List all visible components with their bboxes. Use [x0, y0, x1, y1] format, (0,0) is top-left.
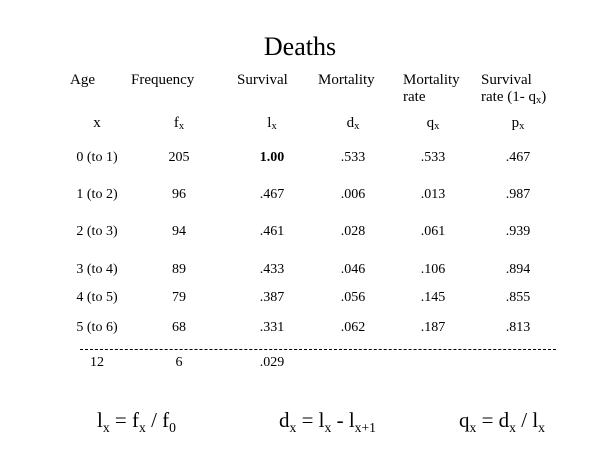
column-header-survival: Survival	[237, 72, 288, 89]
cell-mortality-rate: .106	[420, 262, 446, 277]
cell-mortality: .056	[340, 290, 366, 305]
cell-survival: .331	[259, 320, 285, 335]
column-symbol-mortality-rate: qx	[427, 115, 440, 132]
column-symbol-age: x	[93, 115, 101, 132]
cell-age: 1 (to 2)	[76, 187, 118, 202]
cell-survival-rate: .987	[505, 187, 531, 202]
formula-sub: x+1	[354, 420, 377, 435]
symbol: f	[173, 115, 179, 131]
formula-text: d	[279, 408, 290, 432]
symbol-sub: x	[354, 121, 360, 132]
cell-frequency: 96	[172, 187, 186, 202]
formula-text: = f	[109, 408, 140, 432]
cell-survival-rate: .467	[505, 150, 531, 165]
column-header-mortality: Mortality	[318, 72, 375, 89]
cell-mortality: .006	[340, 187, 366, 202]
cell-survival: .433	[259, 262, 285, 277]
column-header-survival-rate: Survival rate (1- qx)	[481, 72, 546, 106]
column-header-frequency: Frequency	[131, 72, 194, 89]
formula-lx: lx = fx / f0	[97, 408, 176, 435]
total-survival: .029	[259, 355, 285, 370]
cell-age: 5 (to 6)	[76, 320, 118, 335]
formula-sub: x	[509, 420, 516, 435]
dashed-divider	[80, 349, 556, 350]
cell-mortality-rate: .013	[420, 187, 446, 202]
cell-survival-rate: .855	[505, 290, 531, 305]
cell-survival: .467	[259, 187, 285, 202]
header-line1: Mortality	[318, 72, 375, 88]
cell-mortality-rate: .533	[420, 150, 446, 165]
cell-survival: .461	[259, 224, 285, 239]
formula-sub: x	[324, 420, 332, 435]
cell-survival: 1.00	[259, 150, 285, 165]
header-line2-sub: x	[535, 95, 542, 106]
header-line1: Survival	[481, 72, 532, 88]
header-line1: Survival	[237, 72, 288, 88]
formula-sub: 0	[169, 420, 176, 435]
symbol: d	[346, 115, 355, 131]
cell-mortality: .046	[340, 262, 366, 277]
cell-mortality-rate: .145	[420, 290, 446, 305]
formula-qx: qx = dx / lx	[459, 408, 545, 435]
column-symbol-survival-rate: px	[512, 115, 525, 132]
cell-mortality: .533	[340, 150, 366, 165]
column-symbol-mortality: dx	[347, 115, 360, 132]
cell-mortality: .028	[340, 224, 366, 239]
cell-survival-rate: .894	[505, 262, 531, 277]
formula-sub: x	[102, 420, 110, 435]
column-header-age: Age	[70, 72, 95, 89]
header-line1: Age	[70, 72, 95, 88]
cell-age: 4 (to 5)	[76, 290, 118, 305]
formula-text: = d	[476, 408, 510, 432]
symbol: l	[267, 115, 272, 131]
formula-sub: x	[139, 420, 146, 435]
cell-frequency: 205	[168, 150, 190, 165]
formula-sub: x	[289, 420, 297, 435]
cell-frequency: 89	[172, 262, 186, 277]
formula-text: q	[459, 408, 470, 432]
header-line2: rate	[403, 89, 426, 105]
cell-frequency: 94	[172, 224, 186, 239]
total-age: 12	[90, 355, 104, 370]
header-line2-end: )	[541, 89, 547, 105]
symbol: x	[93, 115, 101, 131]
symbol-sub: x	[519, 121, 525, 132]
cell-survival-rate: .939	[505, 224, 531, 239]
symbol-sub: x	[178, 121, 185, 132]
header-line1: Mortality	[403, 72, 460, 88]
symbol: q	[426, 115, 435, 131]
cell-frequency: 79	[172, 290, 186, 305]
cell-mortality-rate: .187	[420, 320, 446, 335]
header-line2: rate (1- q	[481, 89, 536, 105]
formula-dx: dx = lx - lx+1	[279, 408, 377, 435]
symbol: p	[511, 115, 520, 131]
cell-mortality-rate: .061	[420, 224, 446, 239]
column-symbol-frequency: fx	[174, 115, 184, 132]
cell-age: 3 (to 4)	[76, 262, 118, 277]
formula-text: - l	[331, 408, 355, 432]
formula-text: = l	[296, 408, 325, 432]
formula-text: / f	[145, 408, 170, 432]
total-frequency: 6	[175, 355, 183, 370]
cell-mortality: .062	[340, 320, 366, 335]
cell-survival-rate: .813	[505, 320, 531, 335]
cell-survival: .387	[259, 290, 285, 305]
cell-age: 0 (to 1)	[76, 150, 118, 165]
column-symbol-survival: lx	[267, 115, 276, 132]
formula-text: / l	[516, 408, 539, 432]
header-line1: Frequency	[131, 72, 195, 88]
symbol-sub: x	[434, 121, 440, 132]
formula-text: l	[97, 408, 103, 432]
formula-sub: x	[538, 420, 545, 435]
formula-sub: x	[469, 420, 477, 435]
column-header-mortality-rate: Mortality rate	[403, 72, 460, 106]
cell-age: 2 (to 3)	[76, 224, 118, 239]
symbol-sub: x	[271, 121, 277, 132]
slide-title: Deaths	[263, 32, 337, 61]
cell-frequency: 68	[172, 320, 186, 335]
